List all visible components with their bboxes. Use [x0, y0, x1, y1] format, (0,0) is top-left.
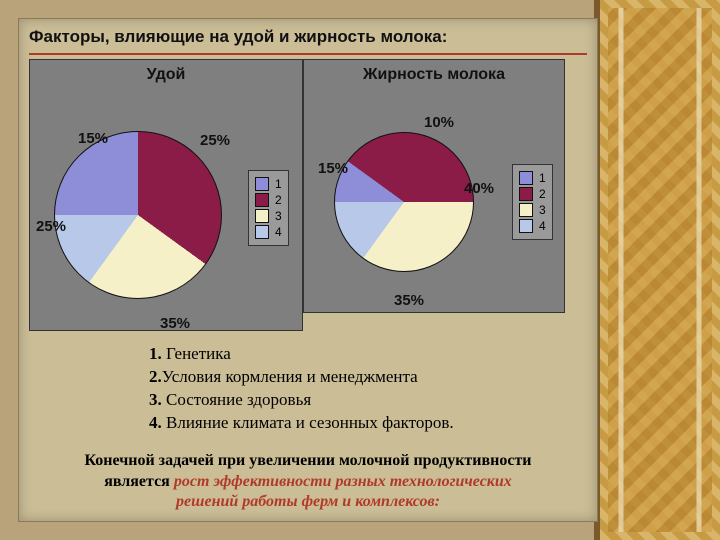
legend-swatch	[519, 171, 533, 185]
chart2-title: Жирность молока	[304, 60, 564, 84]
pct-label: 35%	[160, 315, 190, 332]
pct-label: 15%	[78, 130, 108, 147]
legend-label: 4	[275, 225, 282, 239]
legend-label: 3	[275, 209, 282, 223]
chart1-title: Удой	[30, 60, 302, 84]
legend-label: 4	[539, 219, 546, 233]
factor-4: 4. Влияние климата и сезонных факторов.	[149, 412, 587, 435]
pie-chart	[334, 132, 474, 272]
legend-label: 2	[539, 187, 546, 201]
legend-row: 4	[255, 225, 282, 239]
legend-swatch	[255, 209, 269, 223]
legend-swatch	[519, 203, 533, 217]
legend-row: 2	[519, 187, 546, 201]
factor-1: 1. Генетика	[149, 343, 587, 366]
right-ornament-border	[594, 0, 720, 540]
legend-label: 1	[539, 171, 546, 185]
legend-row: 1	[255, 177, 282, 191]
summary-emphasis: рост эффективности разных технологически…	[174, 473, 512, 511]
page-title: Факторы, влияющие на удой и жирность мол…	[29, 27, 587, 47]
charts-row: Удой 25% 35% 25% 15% 1 2 3 4 Жирность молока 10…	[29, 59, 587, 331]
legend-swatch	[255, 193, 269, 207]
pct-label: 15%	[318, 160, 348, 177]
pct-label: 10%	[424, 114, 454, 131]
legend-swatch	[255, 225, 269, 239]
legend-label: 2	[275, 193, 282, 207]
legend-swatch	[519, 187, 533, 201]
chart-fat-content: Жирность молока 10% 40% 35% 15% 1 2 3 4	[303, 59, 565, 313]
legend-label: 3	[539, 203, 546, 217]
legend-label: 1	[275, 177, 282, 191]
chart-milk-yield: Удой 25% 35% 25% 15% 1 2 3 4	[29, 59, 303, 331]
legend-swatch	[255, 177, 269, 191]
legend-row: 2	[255, 193, 282, 207]
pct-label: 40%	[464, 180, 494, 197]
pct-label: 35%	[394, 292, 424, 309]
content-card: Факторы, влияющие на удой и жирность мол…	[18, 18, 598, 522]
legend-row: 4	[519, 219, 546, 233]
legend-swatch	[519, 219, 533, 233]
pct-label: 25%	[36, 218, 66, 235]
legend-row: 3	[519, 203, 546, 217]
pie-chart	[54, 131, 222, 299]
factor-2: 2.Условия кормления и менеджмента	[149, 366, 587, 389]
legend-row: 1	[519, 171, 546, 185]
factor-3: 3. Состояние здоровья	[149, 389, 587, 412]
summary-text: Конечной задачей при увеличении молочной…	[73, 451, 543, 513]
chart-legend: 1 2 3 4	[248, 170, 289, 246]
title-underline	[29, 53, 587, 55]
factors-list: 1. Генетика 2.Условия кормления и менедж…	[149, 343, 587, 435]
chart-legend: 1 2 3 4	[512, 164, 553, 240]
pct-label: 25%	[200, 132, 230, 149]
legend-row: 3	[255, 209, 282, 223]
